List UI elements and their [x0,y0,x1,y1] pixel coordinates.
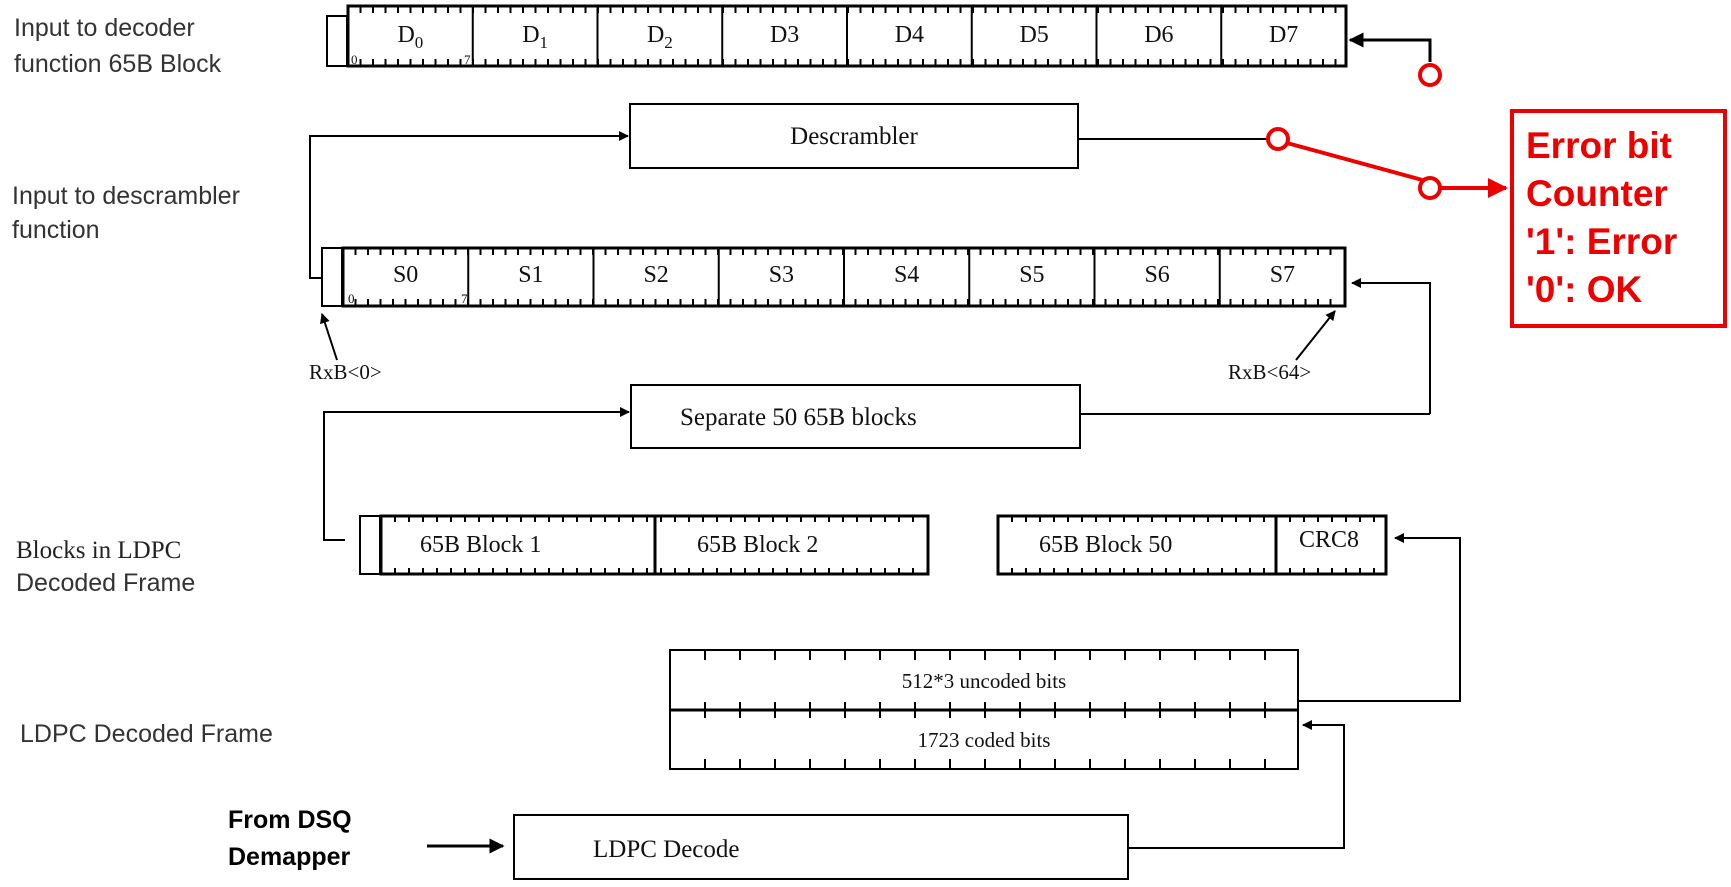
error-counter-line2: Counter [1526,173,1668,214]
error-counter-line4: '0': OK [1526,269,1643,310]
error-counter-line1: Error bit [1526,125,1672,166]
descrambler-cell-label: S3 [769,262,794,288]
ldpc-block-50-label: 65B Block 50 [1039,532,1172,558]
ldpc-blocks-input-arrow [1276,533,1461,702]
rxb-start-label: RxB<0> [309,360,382,384]
ldpc-block-2-label: 65B Block 2 [697,532,818,558]
label-ldpc-frame: LDPC Decoded Frame [20,720,273,748]
label-from-dsq-2: Demapper [228,843,351,871]
ldpc-block-1-label: 65B Block 1 [420,532,541,558]
crc-label: CRC8 [1299,527,1359,553]
descrambler-last-bit: 7 [461,291,468,306]
descrambler-sync-bit [321,247,343,307]
decoder-cell-label: D3 [770,22,799,48]
descrambler-label: Descrambler [790,123,918,150]
descrambler-first-bit: 0 [348,291,355,306]
decoder-cell-label: D6 [1144,22,1173,48]
decoder-cell-subscript: 1 [540,33,549,52]
switch-terminal-bottom [1418,176,1442,200]
descrambler-row-input-arrow [1351,278,1431,414]
switch-lever [1286,141,1427,183]
error-counter-box [1510,109,1727,328]
descrambler-cell-label: S7 [1270,262,1295,288]
descrambler-cell-label: S5 [1019,262,1044,288]
frame-coded-label: 1723 coded bits [918,728,1051,752]
decoder-cell-label: D4 [895,22,924,48]
descrambler-cell-label: S2 [643,262,668,288]
decoder-cell-subscript: 2 [664,33,673,52]
label-ldpc-blocks-2: Decoded Frame [16,569,195,597]
descrambler-cell-label: S4 [894,262,919,288]
decoder-block-row: 0 7 D0 D1 D2 D3 D4 D5 D6 D7 [326,4,1348,68]
decoder-cell-label: D7 [1269,22,1298,48]
decoder-last-bit: 7 [464,52,471,67]
decoder-cell-label: D5 [1019,22,1048,48]
decoder-cell-label: D1 [522,22,548,52]
label-from-dsq-1: From DSQ [228,806,352,834]
frame-input-arrow [1128,720,1345,849]
label-descrambler-input-2: function [12,216,100,244]
rxb-end-pointer [1295,310,1336,361]
decoder-cell-subscript: 0 [415,33,424,52]
decoder-first-bit: 0 [351,52,358,67]
label-ldpc-blocks-1: Blocks in LDPC [16,537,181,564]
separator-box [630,384,1081,449]
descrambler-input-arrow [309,131,629,279]
ldpc-blocks-row: 65B Block 1 65B Block 2 65B Block 50 CRC… [359,514,1388,576]
ldpc-frame: 512*3 uncoded bits 1723 coded bits [669,649,1299,770]
crc-outline [1274,514,1388,576]
separator-input-arrow [323,407,630,541]
switch-terminal-top [1266,127,1290,151]
descrambler-block-row: 0 7 S0 S1 S2 S3 S4 S5 S6 S7 [321,246,1347,308]
ldpc-decode-box [513,814,1129,880]
error-counter-line3: '1': Error [1526,221,1677,262]
label-decoder-input-1: Input to decoder [14,14,195,42]
frame-uncoded-label: 512*3 uncoded bits [902,669,1066,693]
ldpc-sync-bit [359,515,381,575]
label-descrambler-input-1: Input to descrambler [12,182,240,210]
rxb-end-label: RxB<64> [1228,360,1311,384]
descrambler-box [629,103,1079,169]
rxb-start-pointer [320,313,338,361]
separator-label: Separate 50 65B blocks [680,404,917,431]
ldpc-decode-label: LDPC Decode [593,836,740,863]
descrambler-cell-label: S0 [393,262,418,288]
descrambler-cell-label: S6 [1144,262,1169,288]
descrambler-cell-label: S1 [518,262,543,288]
label-decoder-input-2: function 65B Block [14,50,222,78]
decoder-switch-terminal [1418,63,1442,87]
decoder-sync-bit [326,15,348,67]
decoder-input-arrow [1348,32,1432,62]
